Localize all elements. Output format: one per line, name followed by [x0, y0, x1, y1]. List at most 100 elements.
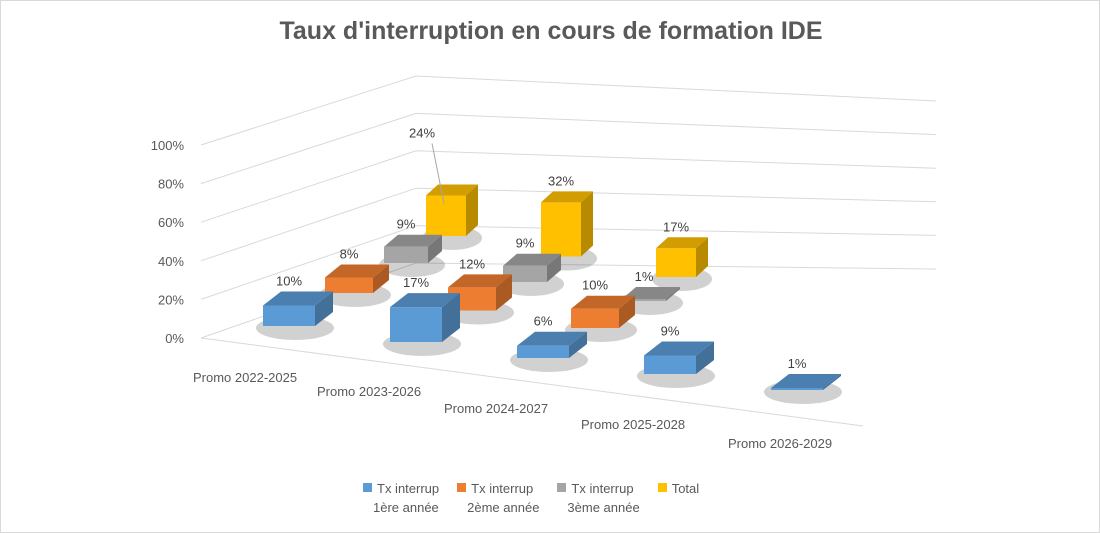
bar-front	[571, 308, 619, 328]
legend-label: Tx interrup 2ème année	[467, 481, 540, 515]
bar-side	[428, 234, 442, 263]
data-label: 32%	[548, 173, 574, 188]
data-label: 17%	[403, 275, 429, 290]
data-label: 6%	[534, 314, 553, 329]
bar-front	[263, 305, 315, 326]
legend-swatch	[657, 483, 667, 492]
y-tick-label: 100%	[151, 138, 185, 153]
bar	[448, 274, 512, 311]
y-tick-label: 40%	[158, 254, 184, 269]
bar	[656, 237, 708, 277]
gridline	[200, 150, 937, 223]
bar-side	[666, 287, 680, 301]
y-tick-label: 20%	[158, 292, 184, 307]
gridline	[200, 225, 937, 300]
category-label: Promo 2024-2027	[444, 401, 548, 416]
data-label: 10%	[276, 274, 302, 289]
category-label: Promo 2026-2029	[728, 436, 832, 451]
category-label: Promo 2022-2025	[193, 370, 297, 385]
data-label: 1%	[788, 356, 807, 371]
bar-top	[571, 295, 635, 309]
bar-side	[569, 331, 587, 358]
bar-top	[263, 291, 333, 306]
category-label: Promo 2025-2028	[581, 417, 685, 432]
data-label: 9%	[516, 236, 535, 251]
legend-swatch	[363, 483, 372, 492]
data-label: 24%	[409, 125, 435, 140]
bar	[644, 341, 714, 374]
bar-top	[771, 373, 841, 388]
category-label: Promo 2023-2026	[317, 384, 421, 399]
bar-side	[315, 291, 333, 326]
data-label: 9%	[397, 217, 416, 232]
bar-front	[541, 202, 581, 257]
bar-front	[771, 387, 823, 390]
bar-front	[390, 307, 442, 342]
bar-top	[390, 293, 460, 308]
bar	[517, 331, 587, 358]
bar-top	[325, 264, 389, 278]
bar-top	[541, 191, 593, 203]
bar-side	[496, 274, 512, 311]
legend-label: Total	[671, 481, 700, 496]
legend: Tx interrup 1ère année Tx interrup 2ème ann…	[363, 479, 699, 517]
legend-swatch	[457, 483, 467, 492]
bar-top	[503, 253, 561, 266]
bar-side	[547, 253, 561, 282]
bar-side	[466, 184, 478, 236]
bar-front	[325, 277, 373, 293]
bar-top	[644, 341, 714, 356]
gridline	[200, 75, 937, 146]
bar-side	[696, 341, 714, 374]
bar-side	[581, 191, 593, 257]
bar-top	[622, 287, 680, 299]
bar-side	[442, 293, 460, 342]
legend-item: Tx interrup 3ème année	[557, 479, 640, 517]
bar-top	[426, 184, 478, 196]
legend-label: Tx interrup 3ème année	[567, 481, 640, 515]
bar-front	[656, 248, 696, 277]
legend-item: Tx interrup 1ère année	[363, 479, 439, 517]
legend-item: Total	[657, 479, 700, 517]
bar-front	[384, 246, 428, 263]
legend-label: Tx interrup 1ère année	[373, 481, 440, 515]
bar-top	[448, 274, 512, 288]
bar-side	[619, 295, 635, 328]
legend-swatch	[557, 483, 567, 492]
y-tick-label: 0%	[165, 331, 184, 346]
leader-line	[431, 143, 445, 204]
data-label: 10%	[582, 278, 608, 293]
bar-front	[517, 345, 569, 358]
bar-top	[656, 237, 708, 249]
bar	[390, 293, 460, 342]
gridline	[200, 112, 937, 185]
y-tick-label: 80%	[158, 177, 184, 192]
bar	[426, 184, 478, 236]
floor-edge	[200, 337, 864, 427]
data-label: 9%	[661, 324, 680, 339]
bar-side	[696, 237, 708, 277]
bar	[771, 373, 841, 390]
gridline	[200, 187, 937, 262]
bar-top	[517, 331, 587, 346]
bar-side	[823, 373, 841, 390]
bar-front	[503, 265, 547, 282]
bar	[571, 295, 635, 328]
bar-front	[426, 195, 466, 236]
bar	[263, 291, 333, 326]
chart-title: Taux d'interruption en cours de formatio…	[279, 17, 823, 45]
bar-side	[373, 264, 389, 293]
bar	[325, 264, 389, 293]
bar-top	[384, 234, 442, 247]
data-label: 17%	[663, 219, 689, 234]
y-tick-label: 60%	[158, 215, 184, 230]
data-label: 8%	[340, 247, 359, 262]
bar	[541, 191, 593, 257]
legend-item: Tx interrup 2ème année	[457, 479, 539, 517]
data-label: 12%	[459, 256, 485, 271]
bar	[384, 234, 442, 263]
bar	[503, 253, 561, 282]
data-label: 1%	[635, 269, 654, 284]
